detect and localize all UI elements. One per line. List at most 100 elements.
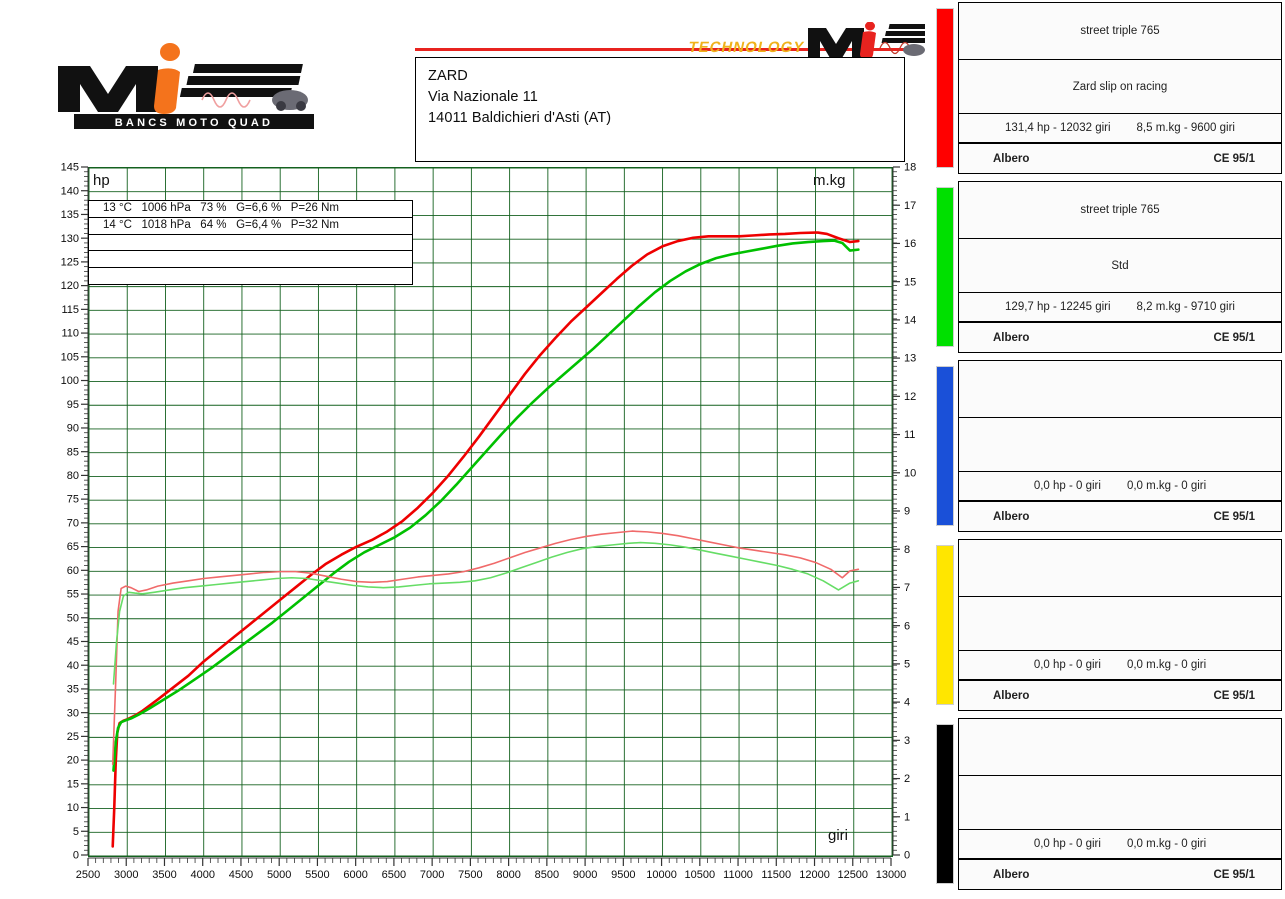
svg-text:5000: 5000 xyxy=(267,869,291,881)
run-config-3 xyxy=(959,418,1281,472)
run-footer-1: Albero CE 95/1 xyxy=(959,143,1281,173)
svg-text:3000: 3000 xyxy=(114,869,138,881)
run-standard-5: CE 95/1 xyxy=(1213,868,1255,881)
svg-text:50: 50 xyxy=(67,612,79,624)
condition-row-1: 13 °C 1006 hPa 73 % G=6,6 % P=26 Nm xyxy=(89,201,412,218)
svg-text:12: 12 xyxy=(904,391,916,403)
svg-text:120: 120 xyxy=(61,280,79,292)
svg-text:12000: 12000 xyxy=(799,869,830,881)
condition-row-3 xyxy=(89,235,412,252)
svg-text:10500: 10500 xyxy=(685,869,716,881)
run-vehicle-4 xyxy=(959,540,1281,597)
svg-text:15: 15 xyxy=(904,276,916,288)
run-performance-3: 0,0 hp - 0 giri 0,0 m.kg - 0 giri xyxy=(959,472,1281,501)
svg-text:0: 0 xyxy=(73,850,79,862)
run-peak-torque-3: 0,0 m.kg - 0 giri xyxy=(1126,480,1207,492)
run-panel-4[interactable]: 0,0 hp - 0 giri 0,0 m.kg - 0 giri Albero CE… xyxy=(936,539,1284,713)
run-footer-2: Albero CE 95/1 xyxy=(959,322,1281,352)
run-vehicle-5 xyxy=(959,719,1281,776)
svg-text:17: 17 xyxy=(904,200,916,212)
svg-text:115: 115 xyxy=(61,304,79,316)
svg-text:130: 130 xyxy=(61,233,79,245)
svg-text:140: 140 xyxy=(61,185,79,197)
run-info-table-5: 0,0 hp - 0 giri 0,0 m.kg - 0 giri Albero CE… xyxy=(958,718,1282,890)
svg-text:11000: 11000 xyxy=(723,869,753,881)
svg-text:15: 15 xyxy=(67,778,79,790)
y-axis-left-label: hp xyxy=(93,172,110,189)
run-peak-power-2: 129,7 hp - 12245 giri xyxy=(1005,301,1111,313)
run-peak-torque-4: 0,0 m.kg - 0 giri xyxy=(1126,659,1207,671)
svg-text:6000: 6000 xyxy=(343,869,367,881)
svg-text:4: 4 xyxy=(904,697,910,709)
run-panel-1[interactable]: street triple 765 Zard slip on racing 131,… xyxy=(936,2,1284,176)
run-panel-5[interactable]: 0,0 hp - 0 giri 0,0 m.kg - 0 giri Albero CE… xyxy=(936,718,1284,892)
svg-text:65: 65 xyxy=(67,541,79,553)
run-peak-power-1: 131,4 hp - 12032 giri xyxy=(1005,122,1111,134)
chart-curves xyxy=(111,231,860,848)
svg-text:10: 10 xyxy=(904,467,916,479)
svg-text:0: 0 xyxy=(904,850,910,862)
run-peak-power-3: 0,0 hp - 0 giri xyxy=(1033,480,1101,492)
x-axis-label: giri xyxy=(828,827,849,844)
svg-text:25: 25 xyxy=(67,731,79,743)
run-performance-4: 0,0 hp - 0 giri 0,0 m.kg - 0 giri xyxy=(959,651,1281,680)
run-measure-point-5: Albero xyxy=(993,868,1030,881)
svg-text:11: 11 xyxy=(904,429,915,441)
svg-text:145: 145 xyxy=(61,162,79,174)
svg-text:6500: 6500 xyxy=(382,869,406,881)
svg-text:9000: 9000 xyxy=(573,869,597,881)
run-vehicle-3 xyxy=(959,361,1281,418)
run-panel-3[interactable]: 0,0 hp - 0 giri 0,0 m.kg - 0 giri Albero CE… xyxy=(936,360,1284,534)
svg-text:95: 95 xyxy=(67,399,79,411)
svg-text:2: 2 xyxy=(904,773,910,785)
svg-text:40: 40 xyxy=(67,660,79,672)
svg-text:125: 125 xyxy=(61,256,79,268)
run-info-table-2: street triple 765 Std 129,7 hp - 12245 gir… xyxy=(958,181,1282,353)
svg-text:90: 90 xyxy=(67,423,79,435)
run-color-swatch-2 xyxy=(936,187,954,347)
svg-text:8000: 8000 xyxy=(496,869,520,881)
svg-text:60: 60 xyxy=(67,565,79,577)
run-peak-torque-5: 0,0 m.kg - 0 giri xyxy=(1126,838,1207,850)
brand-subtitle: BANCS MOTO QUAD xyxy=(115,117,273,129)
svg-text:7500: 7500 xyxy=(458,869,482,881)
run-peak-torque-1: 8,5 m.kg - 9600 giri xyxy=(1136,122,1235,134)
run-peak-power-4: 0,0 hp - 0 giri xyxy=(1033,659,1101,671)
svg-text:110: 110 xyxy=(61,328,79,340)
x-axis: 2500 3000 3500 4000 4500 5000 5500 6000 6500 7000… xyxy=(76,857,907,881)
run-measure-point-3: Albero xyxy=(993,510,1030,523)
svg-text:80: 80 xyxy=(67,470,79,482)
run-standard-4: CE 95/1 xyxy=(1213,689,1255,702)
svg-text:10000: 10000 xyxy=(646,869,677,881)
chart-gridlines xyxy=(89,168,892,856)
run-footer-5: Albero CE 95/1 xyxy=(959,859,1281,889)
svg-text:13: 13 xyxy=(904,353,916,365)
condition-row-2: 14 °C 1018 hPa 64 % G=6,4 % P=32 Nm xyxy=(89,218,412,235)
svg-text:45: 45 xyxy=(67,636,79,648)
run-standard-3: CE 95/1 xyxy=(1213,510,1255,523)
svg-text:8: 8 xyxy=(904,544,910,556)
svg-text:135: 135 xyxy=(61,209,79,221)
svg-text:2500: 2500 xyxy=(76,869,100,881)
svg-text:13000: 13000 xyxy=(876,869,907,881)
brand-logo: BANCS MOTO QUAD xyxy=(50,40,340,130)
svg-text:100: 100 xyxy=(61,375,79,387)
svg-text:55: 55 xyxy=(67,589,79,601)
svg-text:12500: 12500 xyxy=(837,869,868,881)
run-panel-2[interactable]: street triple 765 Std 129,7 hp - 12245 gir… xyxy=(936,181,1284,355)
run-config-1: Zard slip on racing xyxy=(959,60,1281,114)
run-panels: street triple 765 Zard slip on racing 131,… xyxy=(936,2,1284,897)
run-color-swatch-3 xyxy=(936,366,954,526)
run-standard-2: CE 95/1 xyxy=(1213,331,1255,344)
run-measure-point-4: Albero xyxy=(993,689,1030,702)
technology-text: TECHNOLOGY xyxy=(687,39,806,56)
svg-text:8500: 8500 xyxy=(535,869,559,881)
y-axis-left: 0 5 10 15 20 25 30 35 40 45 50 55 60 65 70 75 80 85 90 95 10… xyxy=(61,162,89,862)
address-line-2: Via Nazionale 11 xyxy=(428,89,538,105)
run-config-2: Std xyxy=(959,239,1281,293)
run-measure-point-2: Albero xyxy=(993,331,1030,344)
svg-text:5: 5 xyxy=(904,658,910,670)
svg-text:6: 6 xyxy=(904,620,910,632)
svg-text:16: 16 xyxy=(904,238,916,250)
